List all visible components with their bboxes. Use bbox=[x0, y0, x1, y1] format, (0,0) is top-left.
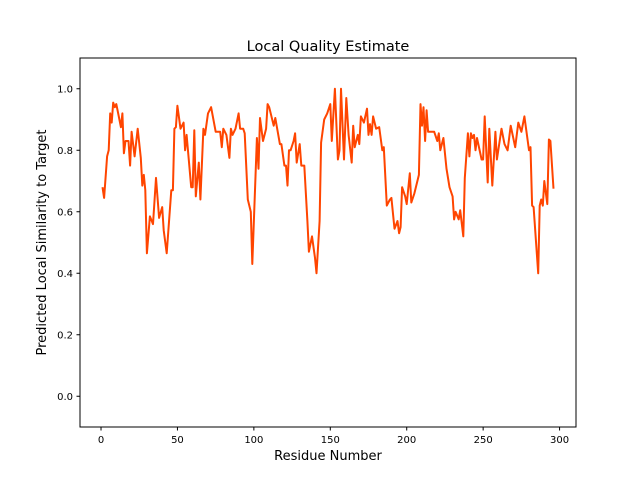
chart-title: Local Quality Estimate bbox=[247, 39, 410, 55]
plot-frame bbox=[79, 57, 577, 428]
axis-ticks: 0 50 100 150 200 250 300 0.0 0.2 0.4 0.6 0.8 1.0 bbox=[57, 84, 569, 446]
y-tick-label: 0.2 bbox=[57, 330, 73, 341]
x-tick-label: 250 bbox=[474, 435, 493, 446]
x-axis-label: Residue Number bbox=[274, 449, 382, 464]
y-tick-label: 0.4 bbox=[57, 269, 73, 280]
y-tick-label: 0.8 bbox=[57, 146, 73, 157]
x-tick-label: 200 bbox=[397, 435, 416, 446]
x-tick-label: 300 bbox=[550, 435, 569, 446]
y-axis-label: Predicted Local Similarity to Target bbox=[35, 130, 50, 356]
x-tick-label: 50 bbox=[171, 435, 184, 446]
x-tick-label: 0 bbox=[98, 435, 104, 446]
x-tick-label: 100 bbox=[244, 435, 263, 446]
series-line-local-quality bbox=[101, 87, 555, 275]
x-tick-label: 150 bbox=[321, 435, 340, 446]
y-tick-label: 0.6 bbox=[57, 207, 73, 218]
y-tick-label: 0.0 bbox=[57, 392, 73, 403]
y-tick-label: 1.0 bbox=[57, 84, 73, 95]
